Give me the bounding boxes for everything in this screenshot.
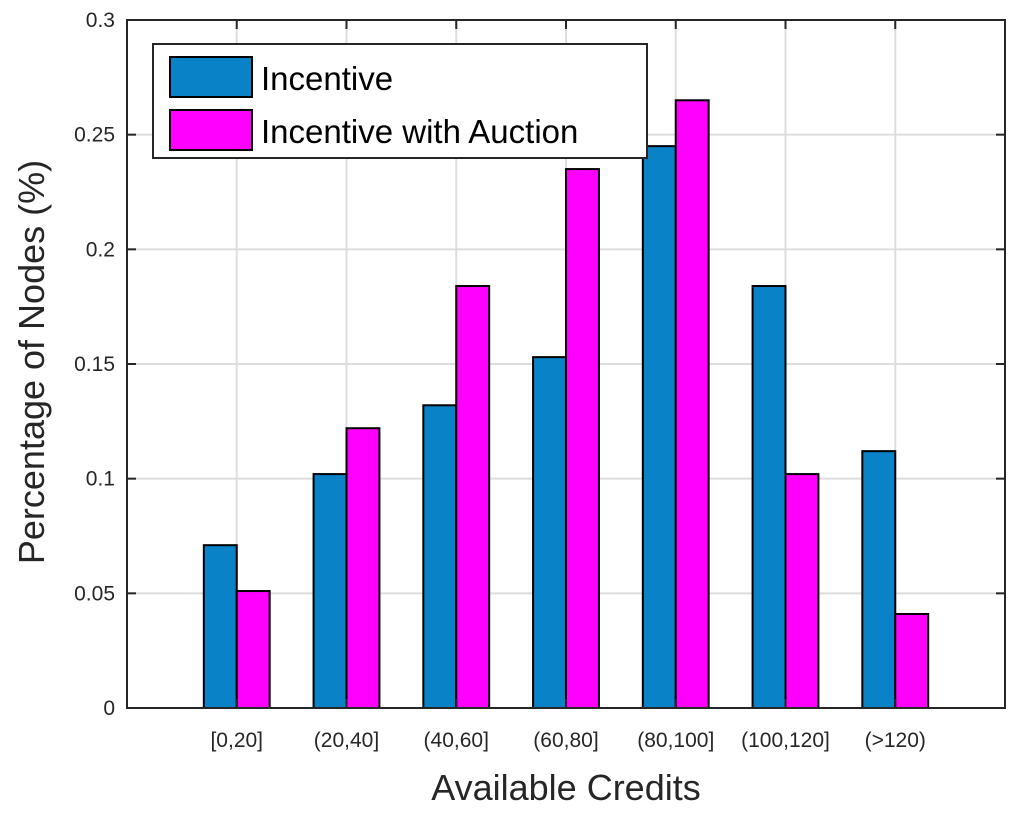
x-tick-label: (>120) bbox=[865, 729, 926, 752]
x-tick-label: (100,120] bbox=[741, 729, 830, 752]
y-tick-label: 0.05 bbox=[74, 582, 115, 605]
y-axis-label: Percentage of Nodes (%) bbox=[11, 160, 52, 564]
bar-incentive-3 bbox=[532, 356, 568, 709]
bar-incentive-2 bbox=[422, 404, 458, 709]
bar-incentive-6 bbox=[861, 450, 897, 709]
y-tick-label: 0.2 bbox=[86, 238, 115, 261]
bar-incentive-with-auction-1 bbox=[345, 427, 381, 709]
bar-incentive-with-auction-5 bbox=[784, 473, 820, 709]
y-tick-label: 0.3 bbox=[86, 9, 115, 32]
bar-incentive-4 bbox=[641, 145, 677, 709]
bar-incentive-with-auction-6 bbox=[894, 612, 930, 709]
bar-incentive-1 bbox=[312, 473, 348, 709]
y-tick-labels: 0 0.05 0.1 0.15 0.2 0.25 0.3 bbox=[74, 9, 115, 720]
x-tick-labels: [0,20] (20,40] (40,60] (60,80] (80,100] (100,… bbox=[210, 729, 925, 752]
bars bbox=[202, 99, 930, 710]
y-tick-label: 0 bbox=[103, 697, 115, 720]
y-tick-label: 0.15 bbox=[74, 353, 115, 376]
x-tick-label: (20,40] bbox=[314, 729, 379, 752]
legend: Incentive Incentive with Auction bbox=[152, 43, 648, 159]
bar-incentive-with-auction-2 bbox=[455, 285, 491, 709]
legend-swatch-incentive bbox=[169, 56, 253, 98]
x-tick-label: (40,60] bbox=[424, 729, 489, 752]
legend-label-incentive: Incentive bbox=[261, 60, 393, 97]
bar-incentive-0 bbox=[202, 544, 238, 709]
y-tick-label: 0.1 bbox=[86, 468, 115, 491]
bar-incentive-with-auction-4 bbox=[674, 99, 710, 710]
bar-incentive-with-auction-0 bbox=[235, 590, 271, 709]
bar-incentive-5 bbox=[751, 285, 787, 709]
x-tick-label: (80,100] bbox=[637, 729, 714, 752]
x-tick-label: [0,20] bbox=[210, 729, 263, 752]
legend-label-incentive-with-auction: Incentive with Auction bbox=[261, 113, 578, 150]
legend-swatch-incentive-with-auction bbox=[169, 109, 253, 151]
x-axis-label: Available Credits bbox=[431, 767, 700, 808]
ticks bbox=[127, 19, 1005, 709]
bar-incentive-with-auction-3 bbox=[565, 168, 600, 710]
y-tick-label: 0.25 bbox=[74, 124, 115, 147]
x-tick-label: (60,80] bbox=[533, 729, 598, 752]
